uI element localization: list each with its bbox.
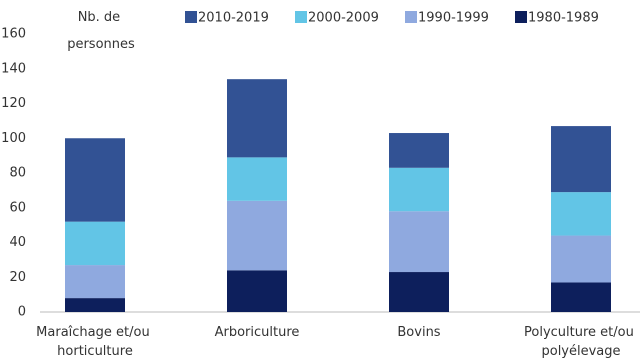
y-tick-label: 80 <box>9 166 26 181</box>
legend-label: 1980-1989 <box>528 11 599 26</box>
bar-segment <box>389 133 449 168</box>
y-tick-label: 100 <box>1 131 26 146</box>
y-tick-label: 0 <box>18 305 26 320</box>
bar-segment <box>551 192 611 236</box>
bar-segment <box>65 298 125 312</box>
x-tick-label: Bovins <box>397 325 440 340</box>
y-tick-label: 140 <box>1 61 26 76</box>
y-tick-label: 20 <box>9 270 26 285</box>
bar-segment <box>389 167 449 212</box>
y-tick-label: 160 <box>1 27 26 42</box>
bar-segment <box>227 200 287 271</box>
x-tick-label: Arboriculture <box>215 325 300 340</box>
legend-swatch <box>515 11 527 23</box>
legend-label: 2010-2019 <box>198 11 269 26</box>
x-tick-label: Polyculture et/ou polyélevage <box>524 325 638 359</box>
legend-swatch <box>185 11 197 23</box>
bar-segment <box>227 270 287 312</box>
bar-segment <box>551 126 611 193</box>
bar-segment <box>551 282 611 312</box>
bar-segment <box>389 211 449 273</box>
legend-swatch <box>405 11 417 23</box>
bar-segment <box>227 157 287 201</box>
y-tick-label: 120 <box>1 96 26 111</box>
y-tick-label: 40 <box>9 235 26 250</box>
bar-segment <box>65 265 125 299</box>
bar-segment <box>551 235 611 283</box>
y-tick-label: 60 <box>9 200 26 215</box>
x-tick-label: Maraîchage et/ou horticulture <box>36 325 154 359</box>
bar-segment <box>389 272 449 312</box>
legend-label: 2000-2009 <box>308 11 379 26</box>
legend-swatch <box>295 11 307 23</box>
bar-segment <box>65 221 125 266</box>
bar-segment <box>65 138 125 222</box>
y-axis-title: Nb. de personnes <box>67 10 135 52</box>
legend-label: 1990-1999 <box>418 11 489 26</box>
bar-segment <box>227 79 287 158</box>
